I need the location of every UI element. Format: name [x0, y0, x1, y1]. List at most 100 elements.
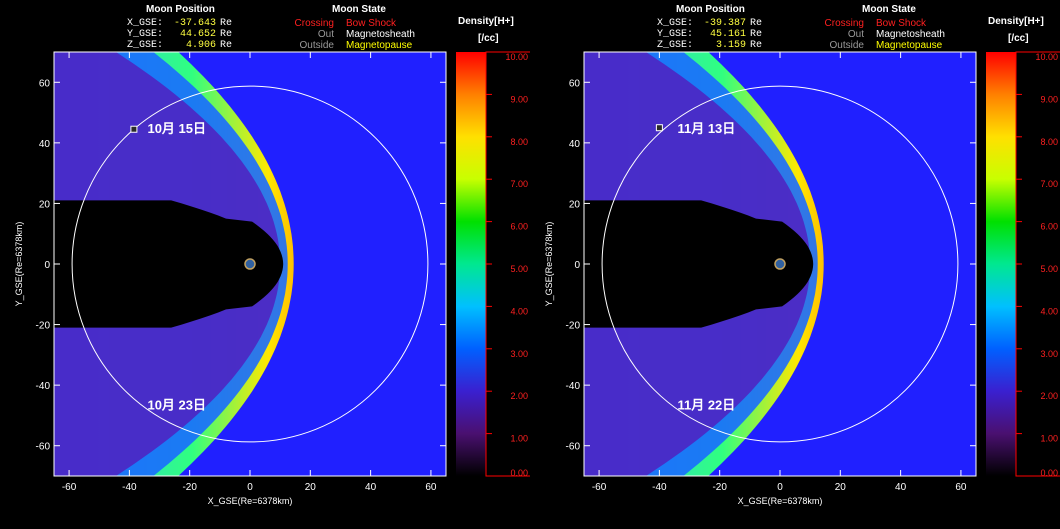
x-tick-label: 40 — [365, 482, 377, 493]
z-gse-value: 3.159 — [715, 40, 746, 51]
date-annotation-lower: 11月 22日 — [677, 397, 735, 412]
y-tick-label: -60 — [36, 442, 51, 453]
y-gse-unit: Re — [220, 29, 233, 40]
y-gse-value: 44.652 — [179, 29, 216, 40]
moon-state-key: Crossing — [824, 18, 864, 29]
y-tick-label: -40 — [36, 381, 51, 392]
x-gse-label: X_GSE: — [127, 18, 164, 29]
density-map-chart: 10月 15日 10月 23日 -60 -40 -20 0 20 40 60 -60 -40 -20 0… — [14, 51, 530, 506]
x-gse-unit: Re — [750, 18, 763, 29]
y-tick-label: 60 — [39, 78, 51, 89]
colorbar-tick-label: 8.00 — [1040, 137, 1058, 147]
x-tick-label: -60 — [62, 482, 77, 493]
colorbar-tick-label: 7.00 — [510, 179, 528, 189]
colorbar-tick-label: 1.00 — [1040, 434, 1058, 444]
y-tick-label: 0 — [574, 260, 580, 271]
lunar-orbit-circle — [601, 85, 959, 443]
earth-icon — [774, 258, 786, 270]
y-tick-label: 0 — [44, 260, 50, 271]
colorbar-tick-label: 2.00 — [510, 391, 528, 401]
x-tick-label: 0 — [777, 482, 783, 493]
x-tick-label: -20 — [712, 482, 727, 493]
y-gse-label: Y_GSE: — [657, 29, 694, 40]
colorbar-tick-label: 0.00 — [1040, 468, 1058, 478]
density-map-chart: 11月 13日 11月 22日 -60 -40 -20 0 20 40 60 -60 -40 -20 0… — [544, 51, 1060, 506]
x-gse-label: X_GSE: — [657, 18, 694, 29]
y-tick-label: 40 — [39, 139, 51, 150]
colorbar-tick-label: 3.00 — [1040, 349, 1058, 359]
x-tick-label: 60 — [955, 482, 967, 493]
moon-state-value: Magnetosheath — [346, 29, 415, 40]
moon-marker — [130, 125, 138, 133]
moon-state-value: Bow Shock — [876, 18, 927, 29]
date-annotation-upper: 11月 13日 — [677, 121, 735, 136]
lunar-orbit-circle — [71, 85, 429, 443]
y-tick-label: -20 — [566, 321, 581, 332]
colorbar-tick-label: 10.00 — [1035, 52, 1058, 62]
colorbar-tick-label: 0.00 — [510, 468, 528, 478]
colorbar-tick-label: 5.00 — [1040, 264, 1058, 274]
colorbar-tick-label: 3.00 — [510, 349, 528, 359]
y-tick-label: 20 — [39, 199, 51, 210]
density-unit: [/cc] — [1008, 33, 1029, 44]
density-colorbar — [986, 52, 1016, 476]
moon-state-value: Magnetopause — [876, 40, 943, 51]
y-tick-label: 40 — [569, 139, 581, 150]
x-tick-label: 20 — [835, 482, 847, 493]
y-tick-label: -60 — [566, 442, 581, 453]
moon-state-key: Out — [317, 29, 334, 40]
moon-state-key: Outside — [829, 40, 864, 51]
magnetosphere-region — [54, 200, 284, 328]
colorbar-tick-label: 9.00 — [1040, 94, 1058, 104]
density-title: Density[H+] — [458, 16, 514, 27]
moon-state-title: Moon State — [332, 4, 386, 15]
y-tick-label: 60 — [569, 78, 581, 89]
x-gse-unit: Re — [220, 18, 233, 29]
x-axis-label: X_GSE(Re=6378km) — [738, 496, 823, 506]
x-tick-label: 0 — [247, 482, 253, 493]
y-axis-label: Y_GSE(Re=6378km) — [544, 222, 554, 307]
x-axis-label: X_GSE(Re=6378km) — [208, 496, 293, 506]
moon-state-value: Magnetopause — [346, 40, 413, 51]
z-gse-unit: Re — [220, 40, 233, 51]
moon-state-key: Outside — [299, 40, 334, 51]
y-gse-label: Y_GSE: — [127, 29, 164, 40]
x-tick-label: -40 — [652, 482, 667, 493]
x-tick-label: 20 — [305, 482, 317, 493]
x-tick-label: -20 — [182, 482, 197, 493]
colorbar-tick-label: 9.00 — [510, 94, 528, 104]
moon-state-title: Moon State — [862, 4, 916, 15]
colorbar-tick-label: 1.00 — [510, 434, 528, 444]
z-gse-value: 4.906 — [185, 40, 216, 51]
earth-icon — [244, 258, 256, 270]
panel-right: Moon Position Moon State Density[H+] [/cc] X… — [530, 0, 1060, 529]
y-tick-label: 20 — [569, 199, 581, 210]
colorbar-tick-label: 6.00 — [1040, 222, 1058, 232]
x-gse-value: -39.387 — [703, 18, 746, 29]
z-gse-label: Z_GSE: — [127, 40, 164, 51]
y-axis-label: Y_GSE(Re=6378km) — [14, 222, 24, 307]
moon-position-title: Moon Position — [146, 4, 215, 15]
magnetosphere-region — [584, 200, 814, 328]
moon-state-value: Bow Shock — [346, 18, 397, 29]
moon-state-value: Magnetosheath — [876, 29, 945, 40]
y-tick-label: -40 — [566, 381, 581, 392]
colorbar-tick-label: 6.00 — [510, 222, 528, 232]
date-annotation-upper: 10月 15日 — [147, 121, 206, 136]
x-tick-label: -60 — [592, 482, 607, 493]
x-tick-label: 60 — [425, 482, 437, 493]
x-tick-label: -40 — [122, 482, 137, 493]
y-tick-label: -20 — [36, 321, 51, 332]
colorbar-tick-label: 7.00 — [1040, 179, 1058, 189]
moon-position-title: Moon Position — [676, 4, 745, 15]
panel-left: Moon Position Moon State Density[H+] [/cc] X… — [14, 4, 530, 506]
y-gse-unit: Re — [750, 29, 763, 40]
density-unit: [/cc] — [478, 33, 499, 44]
z-gse-label: Z_GSE: — [657, 40, 694, 51]
date-annotation-lower: 10月 23日 — [147, 397, 206, 412]
colorbar-tick-label: 4.00 — [1040, 306, 1058, 316]
colorbar-tick-label: 2.00 — [1040, 391, 1058, 401]
x-gse-value: -37.643 — [173, 18, 216, 29]
density-title: Density[H+] — [988, 16, 1044, 27]
colorbar-tick-label: 4.00 — [510, 306, 528, 316]
